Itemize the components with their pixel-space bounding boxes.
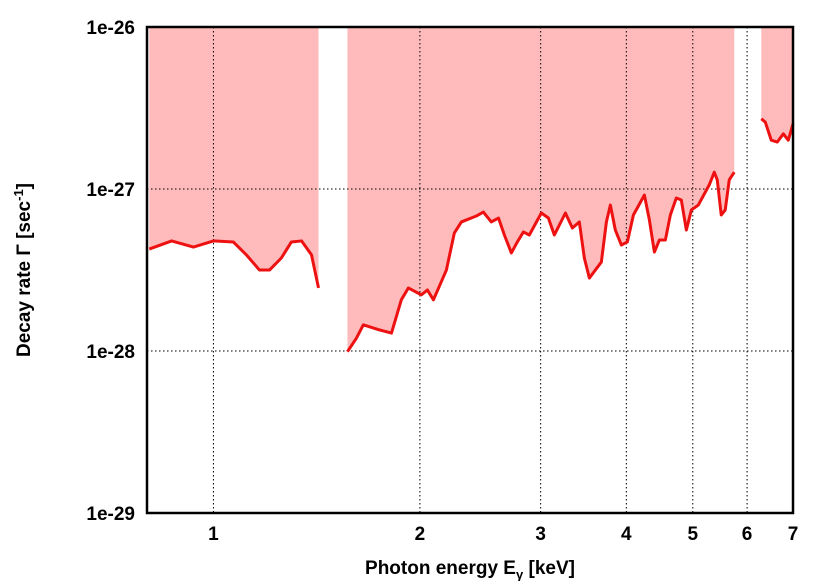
x-tick-label: 7	[788, 524, 799, 545]
y-tick-label: 1e-27	[86, 180, 135, 201]
x-tick-label: 2	[415, 524, 426, 545]
y-label-text: Decay rate Γ [sec	[14, 200, 35, 357]
x-tick-label: 5	[688, 524, 699, 545]
x-label-text: Photon energy E	[365, 558, 516, 579]
x-tick-label: 6	[742, 524, 753, 545]
y-tick-label: 1e-29	[86, 504, 135, 525]
y-tick-label: 1e-28	[86, 342, 135, 363]
limit-line	[148, 117, 795, 353]
x-axis-label: Photon energy Eγ [keV]	[365, 558, 575, 581]
x-tick-label: 3	[535, 524, 546, 545]
y-label-sup: -1	[11, 189, 26, 201]
x-tick-label: 4	[621, 524, 632, 545]
y-axis-label: Decay rate Γ [sec-1]	[11, 183, 35, 357]
x-label-end: [keV]	[523, 558, 575, 579]
y-label-end: ]	[14, 183, 35, 189]
plot-frame	[145, 25, 795, 515]
x-label-sub: γ	[516, 567, 524, 581]
y-tick-label: 1e-26	[86, 18, 135, 39]
x-tick-label: 1	[208, 524, 219, 545]
